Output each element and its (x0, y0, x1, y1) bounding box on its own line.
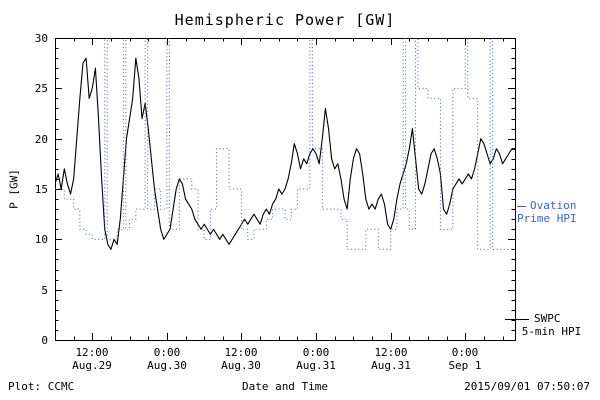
x-tick-time-label: 0:00 (303, 346, 330, 359)
swpc-line-marker-icon (505, 318, 529, 320)
y-axis-label: P [GW] (7, 169, 21, 209)
y-tick-label: 10 (35, 233, 48, 246)
tick-labels: 05101520253012:00Aug.290:00Aug.3012:00Au… (35, 32, 482, 372)
legend-ovation-label2: Prime HPI (517, 212, 577, 225)
legend-ovation: Ovation Prime HPI (517, 199, 577, 225)
x-tick-date-label: Sep 1 (448, 359, 481, 372)
x-tick-time-label: 12:00 (75, 346, 108, 359)
legend-ovation-label1: Ovation (530, 199, 577, 212)
legend-swpc: SWPC 5-min HPI (505, 312, 598, 338)
legend-ovation-line1: Ovation (517, 199, 577, 212)
series-swpc-5-min-hpi (55, 57, 515, 250)
y-tick-label: 15 (35, 183, 48, 196)
plot-timestamp: 2015/09/01 07:50:07 (464, 380, 590, 393)
y-tick-label: 30 (35, 32, 48, 45)
plot-source-text: Plot: CCMC (8, 380, 75, 393)
x-tick-time-label: 0:00 (154, 346, 181, 359)
y-tick-label: 25 (35, 82, 48, 95)
y-tick-label: 5 (41, 284, 48, 297)
x-tick-time-label: 12:00 (374, 346, 407, 359)
chart-title: Hemispheric Power [GW] (174, 11, 396, 29)
legend-swpc-label2: 5-min HPI (521, 325, 582, 338)
series-ovation-prime-hpi (55, 38, 515, 250)
y-tick-label: 20 (35, 133, 48, 146)
x-tick-time-label: 12:00 (224, 346, 257, 359)
x-tick-date-label: Aug.30 (221, 359, 261, 372)
x-tick-date-label: Aug.29 (72, 359, 112, 372)
x-tick-date-label: Aug.31 (296, 359, 336, 372)
legend-swpc-label1: SWPC (534, 312, 561, 325)
x-tick-time-label: 0:00 (452, 346, 479, 359)
x-tick-date-label: Aug.31 (371, 359, 411, 372)
x-tick-date-label: Aug.30 (147, 359, 187, 372)
ovation-line-marker-icon (517, 205, 526, 207)
y-tick-label: 0 (41, 334, 48, 347)
legend-swpc-line1: SWPC (505, 312, 598, 325)
x-axis-label: Date and Time (241, 380, 329, 393)
